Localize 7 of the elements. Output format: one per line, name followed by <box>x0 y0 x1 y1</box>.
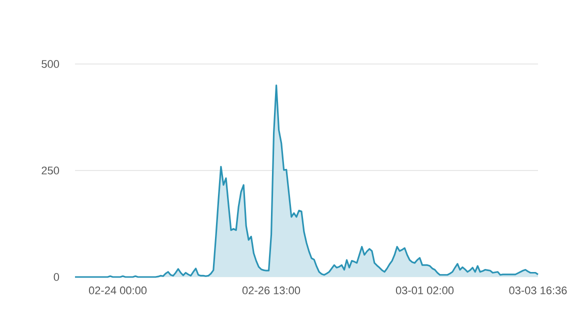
y-tick-label: 0 <box>54 273 60 281</box>
x-tick-label: 03-01 02:00 <box>396 286 454 294</box>
x-tick-label: 02-26 13:00 <box>242 286 300 294</box>
x-tick-label: 02-24 00:00 <box>88 286 147 294</box>
y-tick-label: 250 <box>42 166 60 174</box>
x-tick-label: 03-03 16:36 <box>509 286 567 294</box>
y-tick-label: 500 <box>42 60 60 68</box>
